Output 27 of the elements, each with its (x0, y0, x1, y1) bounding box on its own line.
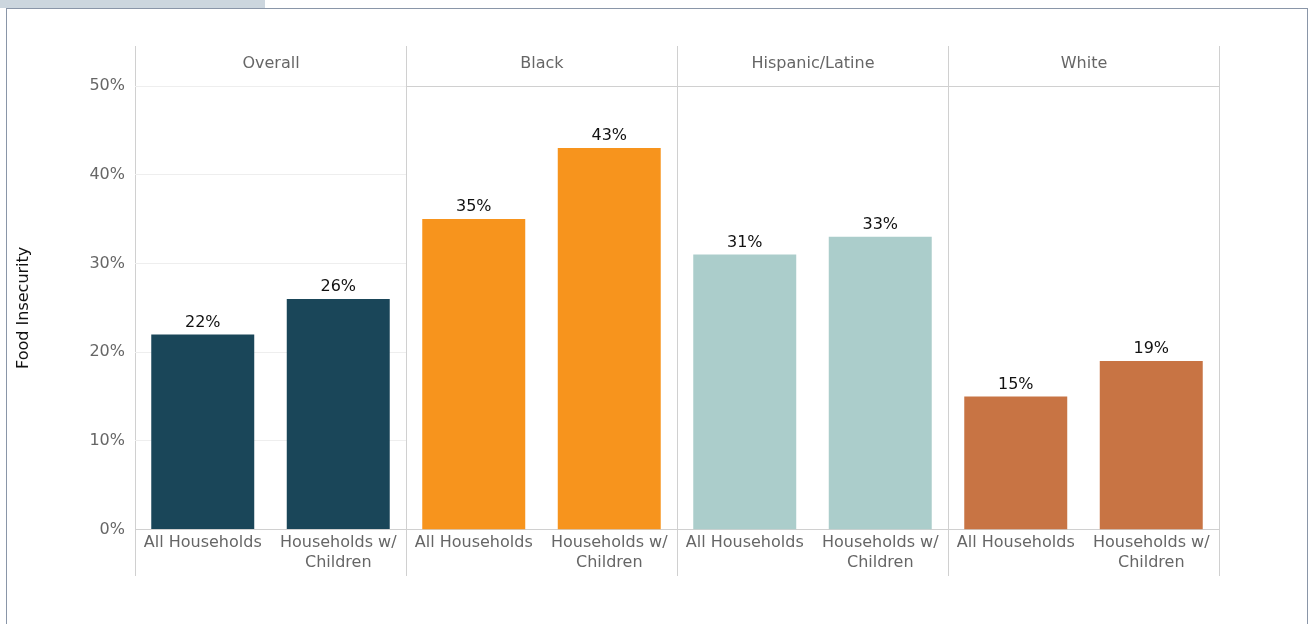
data-label: 22% (184, 311, 221, 331)
y-tick-label: 20% (89, 341, 125, 361)
x-tick-label: Households w/ Children (279, 532, 398, 571)
y-tick-label: 50% (89, 75, 125, 95)
y-axis-title: Food Insecurity (12, 246, 32, 369)
chart-title: White (948, 46, 1220, 87)
x-tick-label: All Households (143, 532, 262, 552)
y-tick-label: 0% (99, 518, 125, 538)
x-tick-label: All Households (414, 532, 533, 552)
x-tick-label: All Households (956, 532, 1075, 552)
chart-title: Overall (135, 46, 407, 87)
data-label: 31% (726, 231, 763, 251)
x-tick-label: Households w/ Children (821, 532, 940, 571)
y-tick-label: 30% (89, 252, 125, 272)
data-label: 43% (591, 125, 628, 145)
data-label: 35% (455, 196, 492, 216)
y-tick-label: 40% (89, 163, 125, 183)
chart-title: Hispanic/Latine (677, 46, 949, 87)
chart-title: Black (406, 46, 678, 87)
data-label: 15% (997, 373, 1034, 393)
y-tick-label: 10% (89, 430, 125, 450)
data-label: 19% (1133, 338, 1170, 358)
data-label: 33% (862, 213, 899, 233)
data-label: 26% (320, 276, 357, 296)
x-tick-label: Households w/ Children (1092, 532, 1211, 571)
x-tick-label: All Households (685, 532, 804, 552)
x-tick-label: Households w/ Children (550, 532, 669, 571)
